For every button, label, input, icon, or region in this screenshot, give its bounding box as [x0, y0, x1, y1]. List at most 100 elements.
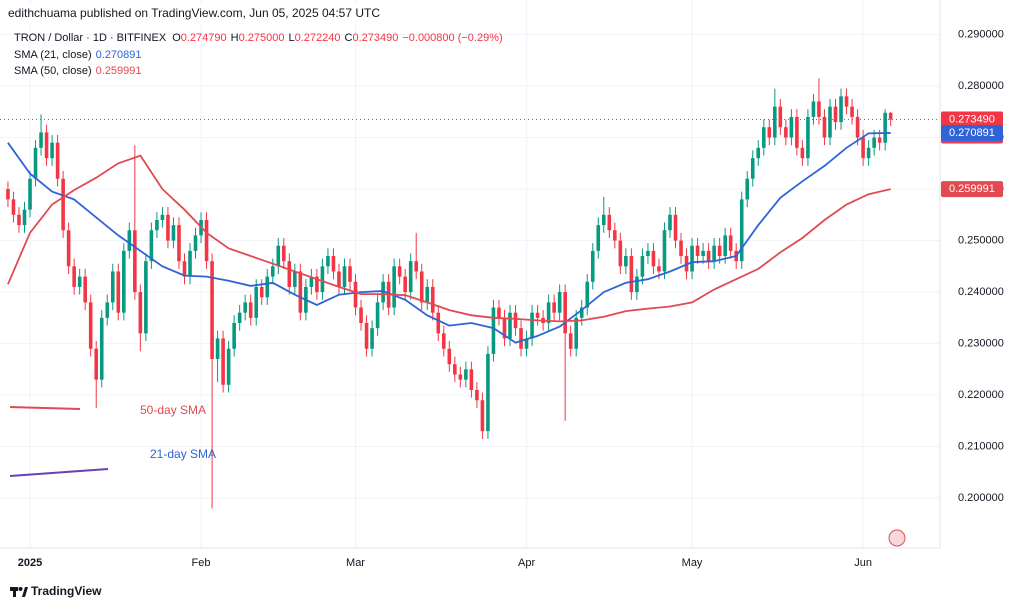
y-tick-label: 0.200000	[958, 492, 1004, 504]
candle-body	[563, 292, 567, 334]
brand-logo	[10, 587, 28, 597]
candle-body	[122, 250, 126, 313]
candle-body	[491, 307, 496, 354]
candle-body	[403, 276, 407, 293]
candle-body	[94, 348, 99, 380]
candle-body	[28, 178, 32, 210]
candle-body	[601, 214, 606, 226]
candle-body	[144, 261, 148, 334]
candle-body	[221, 338, 225, 385]
candle-body	[171, 225, 176, 241]
candle-body	[877, 137, 882, 143]
legend-symbol: TRON / Dollar · 1D · BITFINEX	[14, 32, 167, 44]
header-bg	[0, 4, 360, 24]
candle-body	[524, 338, 529, 349]
candle-body	[110, 271, 115, 303]
candle-body	[469, 369, 474, 390]
candle-body	[728, 235, 733, 251]
y-tick-label: 0.220000	[958, 389, 1004, 401]
candle-body	[723, 235, 727, 257]
candle-body	[629, 256, 634, 293]
candle-body	[585, 281, 590, 308]
legend-symbol-line: TRON / Dollar · 1D · BITFINEX O0.274790 H0…	[14, 32, 503, 44]
candle-body	[287, 261, 292, 287]
legend-name: SMA (21, close)	[14, 49, 92, 61]
candle-body	[17, 214, 21, 226]
sma-line	[7, 132, 891, 344]
candle-body	[475, 389, 479, 401]
candle-body	[888, 112, 893, 120]
candle-body	[215, 338, 220, 360]
candle-body	[739, 199, 744, 262]
candle-body	[265, 276, 270, 298]
candle-body	[320, 266, 325, 293]
candle-body	[276, 245, 281, 267]
candle-body	[640, 256, 645, 277]
candle-body	[364, 322, 369, 349]
y-tick-label: 0.250000	[958, 234, 1004, 246]
candle-body	[872, 137, 876, 148]
candle-body	[662, 230, 667, 272]
sma-price-box	[941, 124, 1003, 141]
candle-body	[83, 276, 87, 303]
plot	[0, 78, 940, 509]
candle-body	[789, 116, 794, 138]
candle-body	[486, 353, 490, 432]
ohlc-value: 0.272240	[295, 32, 341, 44]
candle-body	[447, 348, 452, 365]
x-tick-label: Jun	[854, 557, 872, 569]
candle-body	[607, 214, 612, 231]
candle-body	[326, 256, 330, 267]
candle-body	[844, 96, 849, 107]
candle-body	[822, 116, 827, 138]
candle-body	[270, 266, 275, 277]
candle-body	[530, 312, 534, 339]
candle-body	[590, 250, 595, 282]
candle-body	[353, 281, 358, 308]
candle-body	[243, 302, 247, 313]
ohlc-value: 0.275000	[239, 32, 285, 44]
candle-body	[767, 127, 772, 138]
candle-body	[226, 348, 231, 385]
y-tick-label: 0.230000	[958, 337, 1004, 349]
legend-value: 0.259991	[96, 65, 142, 77]
event-icon[interactable]	[888, 529, 906, 547]
y-tick-label: 0.210000	[958, 441, 1004, 453]
candle-body	[657, 266, 661, 272]
candle-body	[55, 142, 60, 179]
annotation-line	[9, 406, 81, 410]
x-tick-label: Apr	[518, 557, 535, 569]
candle-body	[237, 312, 242, 323]
candle-body	[177, 225, 181, 262]
candle-body	[370, 328, 374, 349]
candle-body	[464, 369, 468, 380]
candle-body	[210, 261, 214, 360]
candle-body	[579, 307, 584, 318]
candle-body	[331, 256, 336, 272]
candle-body	[855, 116, 860, 138]
candle-body	[149, 230, 154, 262]
candle-body	[381, 281, 385, 303]
candle-body	[11, 199, 16, 215]
candle-body	[133, 230, 137, 293]
candle-body	[33, 147, 38, 179]
ohlc-key: C	[345, 32, 353, 44]
candle-body	[761, 127, 766, 148]
candle-body	[44, 132, 49, 159]
candle-body	[248, 302, 253, 318]
candle-body	[784, 127, 788, 138]
candle-body	[293, 271, 297, 287]
candle-body	[408, 261, 413, 293]
candle-body	[436, 312, 441, 334]
candle-body	[254, 286, 259, 318]
candle-body	[750, 158, 755, 179]
candle-body	[712, 245, 716, 262]
candle-body	[397, 266, 402, 277]
candle-body	[557, 292, 562, 313]
candle-body	[375, 302, 380, 329]
ohlc-key: L	[288, 32, 294, 44]
candle-body	[182, 261, 187, 277]
candle-body	[392, 266, 396, 308]
candle-body	[259, 286, 264, 298]
